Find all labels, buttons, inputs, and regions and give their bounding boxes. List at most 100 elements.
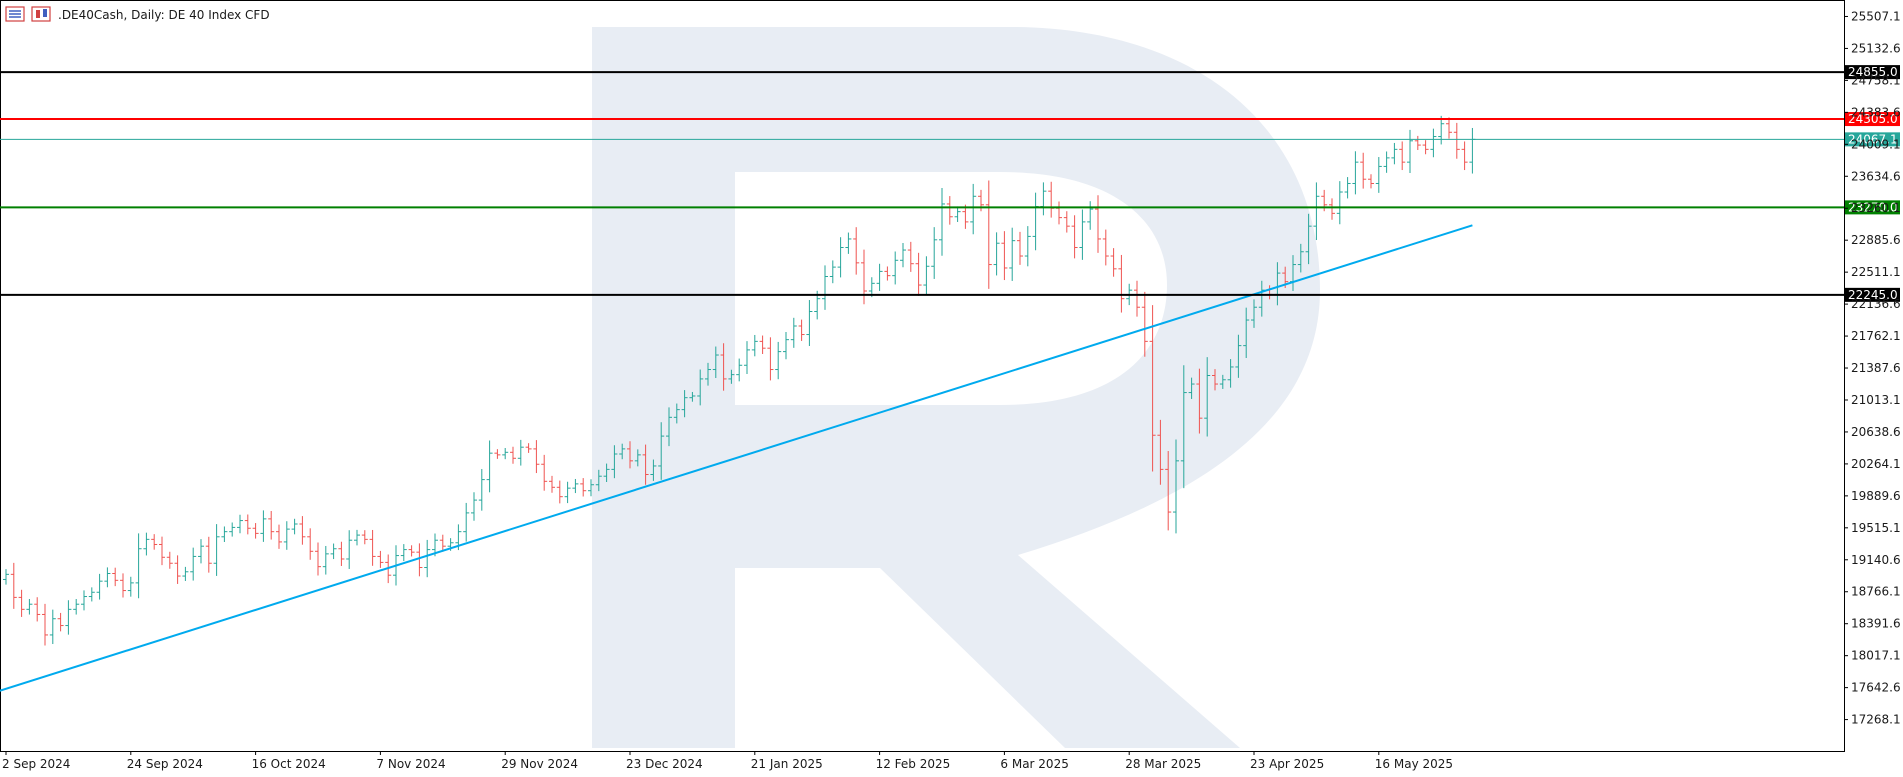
ohlc-bar: [1368, 174, 1374, 189]
y-tick-label: 24383.6: [1851, 105, 1901, 119]
ohlc-bar: [190, 547, 197, 581]
ohlc-bar: [1149, 305, 1156, 472]
ohlc-bar: [533, 440, 540, 474]
ohlc-bar: [689, 391, 696, 402]
y-tick-label: 23260.1: [1851, 201, 1901, 215]
level-price-label: 24855.0: [1848, 65, 1898, 79]
ohlc-bar: [1204, 357, 1211, 437]
price-bars: [3, 115, 1476, 646]
x-tick-label: 16 May 2025: [1375, 757, 1453, 771]
ohlc-bar: [299, 516, 306, 545]
ohlc-bar: [1219, 374, 1226, 389]
x-tick-label: 7 Nov 2024: [376, 757, 445, 771]
ohlc-bar: [1048, 181, 1055, 218]
x-tick-label: 16 Oct 2024: [252, 757, 326, 771]
y-tick-label: 21762.1: [1851, 329, 1901, 343]
ohlc-bar: [1391, 142, 1398, 165]
x-tick-label: 23 Apr 2025: [1250, 757, 1324, 771]
ohlc-bar: [611, 445, 618, 479]
ohlc-bar: [962, 204, 969, 229]
ohlc-bar: [198, 539, 204, 564]
ohlc-bar: [564, 481, 571, 504]
y-tick-label: 21387.6: [1851, 361, 1901, 375]
ohlc-bar: [494, 449, 501, 459]
ohlc-bar: [252, 523, 259, 539]
time-axis[interactable]: 2 Sep 2024 24 Sep 2024 16 Oct 2024 7 Nov 20…: [2, 751, 1453, 771]
horizontal-levels[interactable]: 24855.0 24305.0 23270.0 22245.0 24067.1: [0, 65, 1900, 302]
y-tick-label: 19889.6: [1851, 489, 1901, 503]
ohlc-bar: [57, 612, 64, 632]
ohlc-bar: [166, 551, 173, 569]
ohlc-bar: [65, 600, 72, 635]
ohlc-bar: [1352, 151, 1359, 195]
support-trendline[interactable]: [0, 224, 1473, 692]
ohlc-bar: [728, 369, 735, 384]
ohlc-bar: [1243, 307, 1250, 359]
ohlc-bar: [260, 510, 267, 542]
y-tick-label: 17268.1: [1851, 713, 1901, 727]
x-tick-label: 23 Dec 2024: [626, 757, 703, 771]
ohlc-bar: [221, 526, 228, 543]
ohlc-bar: [307, 528, 314, 560]
plot-frame: [0, 0, 1845, 752]
ohlc-bar: [26, 599, 33, 615]
ohlc-bar: [338, 541, 345, 566]
ohlc-bar: [1024, 226, 1031, 267]
ohlc-bar: [424, 539, 431, 578]
level-price-box: [1845, 287, 1900, 302]
candlestick-icon[interactable]: [31, 6, 51, 22]
bar-chart-icon[interactable]: [5, 6, 25, 22]
ohlc-bar: [931, 227, 938, 279]
y-tick-label: 22885.6: [1851, 233, 1901, 247]
ohlc-bar: [970, 183, 977, 235]
ohlc-bar: [1453, 122, 1460, 159]
y-tick-label: 23634.6: [1851, 169, 1901, 183]
ohlc-bar: [486, 440, 493, 493]
ohlc-bar: [720, 343, 727, 391]
y-tick-label: 25507.1: [1851, 9, 1901, 23]
ohlc-bar: [478, 469, 485, 511]
x-tick-label: 21 Jan 2025: [751, 757, 823, 771]
ohlc-bar: [1196, 368, 1203, 434]
ohlc-bar: [1414, 135, 1421, 150]
ohlc-bar: [736, 358, 743, 382]
ohlc-bar: [143, 532, 150, 556]
ohlc-bar: [1407, 129, 1413, 174]
ohlc-bar: [1087, 201, 1094, 230]
ohlc-bar: [1188, 377, 1195, 399]
price-axis[interactable]: 25507.1 25132.6 24758.1 24383.6 24009.1 23634…: [1844, 9, 1901, 727]
y-tick-label: 18391.6: [1851, 617, 1901, 631]
ohlc-bar: [868, 277, 875, 298]
ohlc-bar: [1344, 177, 1351, 199]
ohlc-bar: [759, 335, 766, 354]
ohlc-bar: [549, 475, 555, 493]
ohlc-bar: [237, 514, 243, 534]
trendline-layer[interactable]: [0, 224, 1473, 692]
ohlc-bar: [1305, 213, 1312, 265]
ohlc-bar: [244, 514, 251, 535]
ohlc-bar: [993, 232, 1000, 276]
ohlc-bar: [127, 576, 134, 597]
ohlc-bar: [1422, 140, 1429, 155]
ohlc-bar: [845, 232, 852, 254]
ohlc-bar: [634, 449, 641, 467]
ohlc-bar: [104, 567, 111, 588]
ohlc-bar: [595, 469, 602, 492]
ohlc-bar: [658, 422, 665, 480]
ohlc-bar: [580, 478, 587, 497]
ohlc-bar: [73, 599, 80, 615]
ohlc-bar: [346, 530, 353, 569]
ohlc-bar: [471, 492, 477, 521]
ohlc-bar: [502, 447, 509, 460]
ohlc-bar: [1251, 299, 1257, 328]
ohlc-bar: [861, 249, 867, 305]
chart-title: .DE40Cash, Daily: DE 40 Index CFD: [58, 8, 270, 22]
ohlc-bar: [556, 480, 563, 504]
ohlc-bar: [377, 550, 384, 568]
ohlc-bar: [510, 446, 516, 464]
ohlc-bar: [1235, 334, 1242, 378]
ohlc-bar: [34, 597, 41, 622]
ohlc-bar: [1032, 192, 1039, 251]
ohlc-bar: [1071, 215, 1078, 259]
